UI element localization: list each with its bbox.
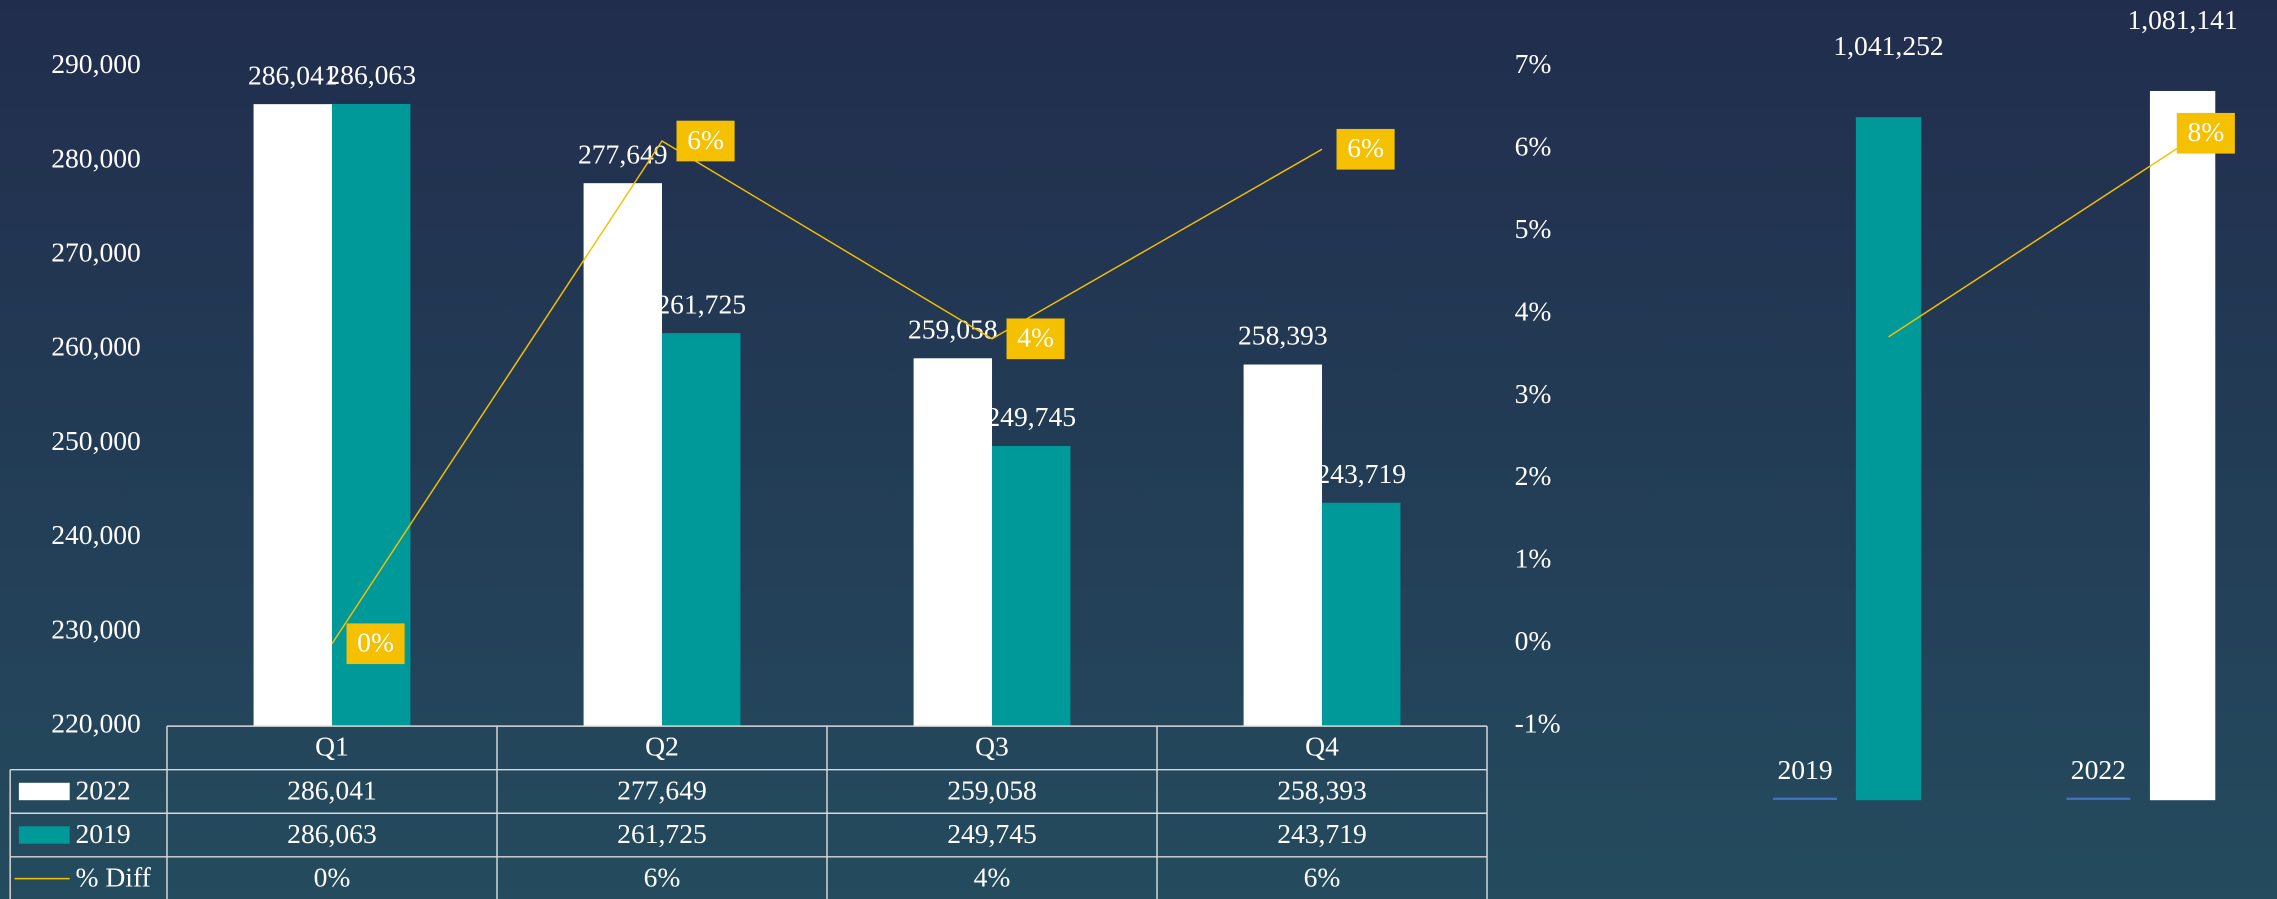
data-label: 259,058: [908, 313, 998, 344]
x-tick-label: 2022: [2071, 754, 2126, 785]
y2-tick-label: 0%: [1515, 625, 1552, 656]
line: [1888, 144, 2184, 338]
data-label-box: [2176, 112, 2235, 154]
bar: [2149, 90, 2216, 801]
y2-tick-label: 6%: [1515, 131, 1552, 162]
x-tick-label: Q1: [315, 731, 349, 762]
y-tick-label: 270,000: [51, 237, 141, 268]
bar: [583, 183, 663, 727]
table-cell: 286,063: [287, 818, 377, 849]
data-label: 243,719: [1316, 458, 1406, 489]
y2-tick-label: 4%: [1515, 295, 1552, 326]
data-label: 6%: [687, 124, 724, 155]
table-cell: 259,058: [947, 774, 1037, 805]
data-label: 249,745: [986, 401, 1076, 432]
bar: [332, 103, 411, 727]
y-tick-label: 280,000: [51, 142, 141, 173]
y2-tick-label: 7%: [1515, 48, 1552, 79]
data-label-box: [346, 623, 405, 665]
data-label: 286,041: [248, 59, 338, 90]
x-tick-label: 2019: [1777, 754, 1832, 785]
table-cell: 6%: [1304, 861, 1341, 892]
bar: [992, 445, 1071, 727]
y2-tick-label: -1%: [1515, 707, 1561, 738]
line: [331, 140, 1323, 645]
data-label: 6%: [1347, 132, 1384, 163]
data-label: 0%: [357, 627, 394, 658]
y-tick-label: 250,000: [51, 425, 141, 456]
legend-swatch: [18, 782, 70, 801]
bar: [1855, 117, 1922, 801]
y2-tick-label: 5%: [1515, 213, 1552, 244]
data-label-box: [1006, 318, 1065, 360]
table-cell: 6%: [644, 861, 681, 892]
data-label: 258,393: [1238, 320, 1328, 351]
y-tick-label: 260,000: [51, 331, 141, 362]
bar: [253, 104, 333, 727]
table-cell: 277,649: [617, 774, 707, 805]
y-tick-label: 220,000: [51, 707, 141, 738]
table-cell: 261,725: [617, 818, 707, 849]
legend-label: % Diff: [76, 861, 152, 892]
legend-swatch: [18, 826, 70, 844]
table-cell: 286,041: [287, 774, 377, 805]
y-tick-label: 230,000: [51, 613, 141, 644]
table-cell: 0%: [314, 861, 351, 892]
x-tick-label: Q3: [975, 731, 1009, 762]
table-cell: 4%: [974, 861, 1011, 892]
data-label: 1,081,141: [2127, 4, 2237, 35]
bar: [1243, 364, 1323, 727]
legend-label: 2022: [76, 774, 131, 805]
data-label: 8%: [2187, 116, 2224, 147]
data-label: 4%: [1017, 322, 1054, 353]
data-label: 261,725: [656, 288, 746, 319]
table-cell: 258,393: [1277, 774, 1367, 805]
bar: [913, 358, 993, 727]
y2-tick-label: 3%: [1515, 378, 1552, 409]
bar: [1322, 502, 1401, 727]
data-label: 1,041,252: [1833, 30, 1943, 61]
table-cell: 249,745: [947, 818, 1037, 849]
data-label-box: [1336, 128, 1395, 170]
y2-tick-label: 2%: [1515, 460, 1552, 491]
bar: [662, 333, 741, 727]
y-tick-label: 240,000: [51, 519, 141, 550]
data-label-box: [676, 120, 735, 162]
table-cell: 243,719: [1277, 818, 1367, 849]
x-tick-label: Q4: [1305, 731, 1339, 762]
legend-label: 2019: [76, 818, 131, 849]
x-tick-label: Q2: [645, 731, 679, 762]
y-tick-label: 290,000: [51, 48, 141, 79]
y2-tick-label: 1%: [1515, 543, 1552, 574]
data-label: 286,063: [326, 59, 416, 90]
data-label: 277,649: [578, 138, 668, 169]
